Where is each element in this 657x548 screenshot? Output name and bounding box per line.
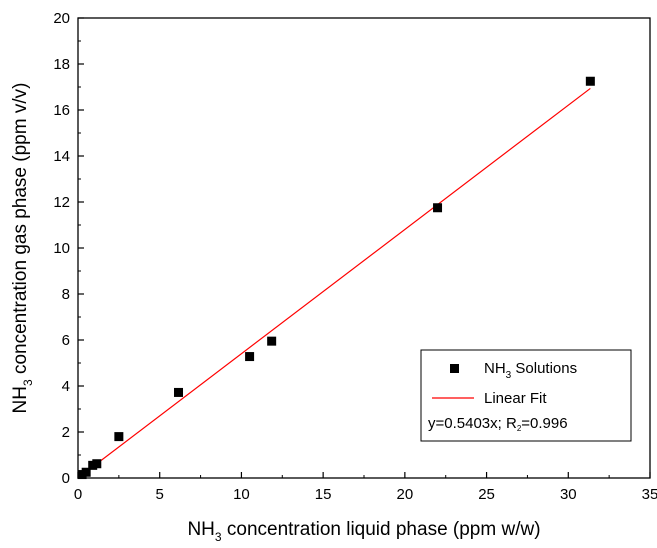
data-point bbox=[585, 76, 595, 86]
legend-label-solutions: NH3 Solutions bbox=[484, 360, 577, 381]
x-axis-ticks: 0 5 10 15 20 25 30 35 bbox=[74, 472, 657, 503]
data-point bbox=[114, 432, 124, 442]
y-axis-ticks: 0 2 4 6 8 10 12 14 16 18 20 bbox=[53, 10, 84, 487]
data-point bbox=[267, 336, 277, 346]
fit-line-layer bbox=[81, 87, 591, 476]
y-axis-title: NH3 concentration gas phase (ppm v/v) bbox=[10, 83, 35, 414]
y-tick-label: 20 bbox=[53, 10, 70, 27]
y-axis-title-subscript: 3 bbox=[21, 379, 35, 386]
legend: NH3 Solutions Linear Fit y=0.5403x; R2=0… bbox=[420, 349, 632, 442]
x-tick-label: 5 bbox=[156, 486, 164, 503]
x-tick-label: 10 bbox=[233, 486, 250, 503]
legend-label-solutions-rest: Solutions bbox=[511, 360, 577, 377]
y-tick-label: 0 bbox=[62, 470, 70, 487]
data-point bbox=[81, 467, 91, 477]
y-tick-label: 2 bbox=[62, 424, 70, 441]
x-tick-label: 15 bbox=[315, 486, 332, 503]
legend-label-solutions-prefix: NH bbox=[484, 360, 506, 377]
fit-equation-subscript: 2 bbox=[517, 424, 522, 433]
y-tick-label: 14 bbox=[53, 148, 70, 165]
y-tick-label: 10 bbox=[53, 240, 70, 257]
data-point bbox=[433, 203, 443, 213]
x-axis-title-subscript: 3 bbox=[215, 530, 222, 544]
y-tick-label: 6 bbox=[62, 332, 70, 349]
x-tick-label: 35 bbox=[642, 486, 657, 503]
data-point bbox=[174, 387, 184, 397]
x-axis-title-rest: concentration liquid phase (ppm w/w) bbox=[222, 519, 541, 540]
y-tick-label: 8 bbox=[62, 286, 70, 303]
legend-label-fit: Linear Fit bbox=[484, 390, 547, 407]
fit-equation-part-b: =0.996 bbox=[521, 415, 567, 432]
legend-marker-square bbox=[450, 364, 459, 373]
x-axis-title: NH3 concentration liquid phase (ppm w/w) bbox=[187, 519, 540, 544]
points-layer bbox=[77, 76, 595, 480]
x-axis-title-prefix: NH bbox=[187, 519, 214, 540]
x-tick-label: 0 bbox=[74, 486, 82, 503]
y-axis-title-prefix: NH bbox=[10, 386, 31, 413]
legend-label-solutions-subscript: 3 bbox=[506, 370, 512, 381]
x-tick-label: 20 bbox=[397, 486, 414, 503]
y-tick-label: 4 bbox=[62, 378, 70, 395]
linear-fit-line bbox=[81, 87, 591, 476]
data-point bbox=[245, 352, 255, 362]
y-tick-label: 12 bbox=[53, 194, 70, 211]
fit-equation-annotation: y=0.5403x; R2=0.996 bbox=[428, 415, 568, 433]
y-tick-label: 16 bbox=[53, 102, 70, 119]
x-tick-label: 30 bbox=[560, 486, 577, 503]
data-point bbox=[92, 459, 102, 469]
x-tick-label: 25 bbox=[478, 486, 495, 503]
y-tick-label: 18 bbox=[53, 56, 70, 73]
y-axis-title-rest: concentration gas phase (ppm v/v) bbox=[10, 83, 31, 380]
fit-equation-part-a: y=0.5403x; R bbox=[428, 415, 517, 432]
